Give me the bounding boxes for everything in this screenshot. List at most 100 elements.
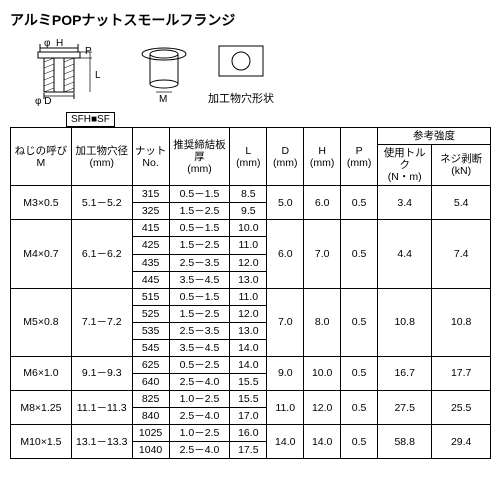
- cell-thick: 2.5－3.5: [169, 322, 230, 339]
- cell-thick: 2.5－4.0: [169, 373, 230, 390]
- cell-nut: 1040: [132, 442, 169, 459]
- cell-H: 7.0: [304, 220, 341, 288]
- cell-shear: 10.8: [432, 288, 491, 356]
- nut-section-diagram: φ H P L φ D: [10, 36, 120, 106]
- table-row: M10×1.513.1－13.310251.0－2.516.014.014.00…: [11, 425, 491, 442]
- table-body: M3×0.55.1－5.23150.5－1.58.55.06.00.53.45.…: [11, 186, 491, 459]
- cell-shear: 29.4: [432, 425, 491, 459]
- cell-torque: 16.7: [378, 356, 432, 390]
- cell-nut: 325: [132, 203, 169, 220]
- table-row: M6×1.09.1－9.36250.5－2.514.09.010.00.516.…: [11, 356, 491, 373]
- cell-L: 8.5: [230, 186, 267, 203]
- cell-nut: 625: [132, 356, 169, 373]
- cell-hole: 9.1－9.3: [71, 356, 132, 390]
- cell-torque: 10.8: [378, 288, 432, 356]
- label-phi: φ: [44, 38, 51, 49]
- th-shear: ネジ剥断(kN): [432, 145, 491, 186]
- cell-thread: M10×1.5: [11, 425, 72, 459]
- cell-thread: M5×0.8: [11, 288, 72, 356]
- cell-nut: 640: [132, 373, 169, 390]
- hole-shape-diagram: 加工物穴形状: [208, 38, 274, 106]
- label-P: P: [85, 46, 92, 57]
- cell-nut: 515: [132, 288, 169, 305]
- th-torque: 使用トルク(N・m): [378, 145, 432, 186]
- label-H: H: [56, 38, 63, 49]
- sfh-label: SFH■SF: [66, 112, 115, 127]
- cell-nut: 435: [132, 254, 169, 271]
- cell-L: 17.0: [230, 408, 267, 425]
- cell-L: 11.0: [230, 288, 267, 305]
- th-D: D(mm): [267, 128, 304, 186]
- cell-H: 6.0: [304, 186, 341, 220]
- cell-P: 0.5: [341, 356, 378, 390]
- cell-nut: 825: [132, 391, 169, 408]
- cell-L: 14.0: [230, 339, 267, 356]
- cell-thick: 0.5－1.5: [169, 220, 230, 237]
- cell-L: 13.0: [230, 322, 267, 339]
- cell-L: 12.0: [230, 254, 267, 271]
- cell-thick: 2.5－4.0: [169, 442, 230, 459]
- cell-L: 13.0: [230, 271, 267, 288]
- cell-P: 0.5: [341, 186, 378, 220]
- cell-P: 0.5: [341, 220, 378, 288]
- cell-L: 14.0: [230, 356, 267, 373]
- cell-L: 16.0: [230, 425, 267, 442]
- cell-shear: 25.5: [432, 391, 491, 425]
- cell-thread: M4×0.7: [11, 220, 72, 288]
- cell-nut: 315: [132, 186, 169, 203]
- cell-thick: 1.5－2.5: [169, 203, 230, 220]
- table-row: M3×0.55.1－5.23150.5－1.58.55.06.00.53.45.…: [11, 186, 491, 203]
- cell-torque: 3.4: [378, 186, 432, 220]
- cell-torque: 4.4: [378, 220, 432, 288]
- cell-torque: 27.5: [378, 391, 432, 425]
- cell-thread: M3×0.5: [11, 186, 72, 220]
- diagram-row: φ H P L φ D: [10, 36, 491, 106]
- cell-thick: 0.5－1.5: [169, 186, 230, 203]
- cell-thick: 1.0－2.5: [169, 391, 230, 408]
- cell-thick: 0.5－2.5: [169, 356, 230, 373]
- cell-P: 0.5: [341, 391, 378, 425]
- cell-thread: M8×1.25: [11, 391, 72, 425]
- hole-shape-label: 加工物穴形状: [208, 90, 274, 106]
- flange-top-diagram: M: [134, 36, 194, 106]
- cell-D: 9.0: [267, 356, 304, 390]
- cell-D: 14.0: [267, 425, 304, 459]
- cell-P: 0.5: [341, 288, 378, 356]
- cell-L: 9.5: [230, 203, 267, 220]
- cell-hole: 11.1－11.3: [71, 391, 132, 425]
- label-phiD: φ D: [35, 96, 51, 106]
- cell-thick: 2.5－3.5: [169, 254, 230, 271]
- spec-table: ねじの呼びM 加工物穴径(mm) ナットNo. 推奨締結板厚(mm) L(mm)…: [10, 127, 491, 459]
- table-row: M5×0.87.1－7.25150.5－1.511.07.08.00.510.8…: [11, 288, 491, 305]
- cell-nut: 545: [132, 339, 169, 356]
- cell-L: 17.5: [230, 442, 267, 459]
- page-title: アルミPOPナットスモールフランジ: [10, 10, 491, 30]
- cell-thick: 1.5－2.5: [169, 237, 230, 254]
- cell-thick: 3.5－4.5: [169, 271, 230, 288]
- cell-thick: 1.0－2.5: [169, 425, 230, 442]
- cell-hole: 13.1－13.3: [71, 425, 132, 459]
- th-P: P(mm): [341, 128, 378, 186]
- th-nut: ナットNo.: [132, 128, 169, 186]
- cell-thick: 3.5－4.5: [169, 339, 230, 356]
- cell-H: 8.0: [304, 288, 341, 356]
- cell-thick: 0.5－1.5: [169, 288, 230, 305]
- cell-H: 14.0: [304, 425, 341, 459]
- cell-hole: 6.1－6.2: [71, 220, 132, 288]
- cell-nut: 535: [132, 322, 169, 339]
- cell-nut: 840: [132, 408, 169, 425]
- cell-hole: 7.1－7.2: [71, 288, 132, 356]
- label-M: M: [159, 94, 167, 105]
- cell-L: 10.0: [230, 220, 267, 237]
- cell-nut: 1025: [132, 425, 169, 442]
- cell-nut: 445: [132, 271, 169, 288]
- cell-H: 12.0: [304, 391, 341, 425]
- th-H: H(mm): [304, 128, 341, 186]
- th-thread: ねじの呼びM: [11, 128, 72, 186]
- cell-shear: 5.4: [432, 186, 491, 220]
- cell-L: 15.5: [230, 373, 267, 390]
- table-row: M8×1.2511.1－11.38251.0－2.515.511.012.00.…: [11, 391, 491, 408]
- cell-shear: 17.7: [432, 356, 491, 390]
- cell-hole: 5.1－5.2: [71, 186, 132, 220]
- cell-D: 5.0: [267, 186, 304, 220]
